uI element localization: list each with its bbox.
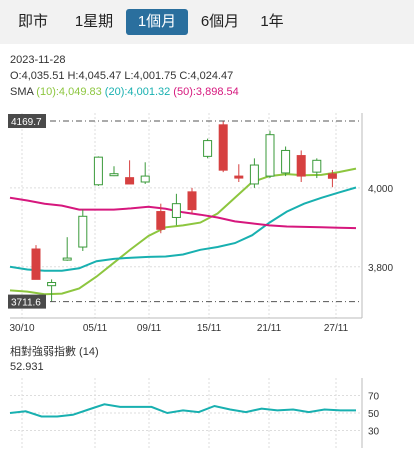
rsi-y-tick-label: 50 [368, 409, 380, 420]
candle[interactable] [62, 237, 72, 261]
candle[interactable] [249, 158, 259, 188]
candle-body [249, 164, 259, 185]
candle-body [312, 159, 322, 173]
tab-1-week[interactable]: 1星期 [74, 13, 114, 30]
x-tick-label: 09/11 [137, 323, 162, 334]
candle-body [31, 248, 41, 280]
high-marker-box [8, 114, 46, 129]
candle[interactable] [109, 166, 119, 177]
sma-label: SMA [10, 86, 34, 98]
high-marker-label: 4169.7 [11, 117, 42, 128]
info-ohlc: O:4,035.51 H:4,045.47 L:4,001.75 C:4,024… [10, 70, 234, 82]
candle-body [47, 282, 57, 287]
candle-body [171, 203, 181, 218]
info-date: 2023-11-28 [10, 54, 66, 66]
x-tick-label: 05/11 [83, 323, 108, 334]
low-marker-box [8, 294, 46, 309]
candle-body [296, 155, 306, 177]
y-tick-label: 3,800 [368, 263, 393, 274]
candle-body [62, 257, 72, 261]
candle-body [187, 191, 197, 211]
candle[interactable] [31, 245, 41, 280]
candle-body [265, 134, 275, 177]
candle[interactable] [93, 156, 103, 186]
candle[interactable] [327, 169, 337, 188]
candle[interactable] [265, 130, 275, 179]
sma50-line [9, 196, 357, 230]
rsi-value: 52.931 [10, 361, 44, 373]
sma20-value: (20):4,001.32 [104, 86, 171, 98]
tab-1-month[interactable]: 1個月 [126, 9, 188, 35]
tab-intraday[interactable]: 即市 [17, 13, 48, 30]
candle[interactable] [125, 160, 135, 185]
x-tick-label: 21/11 [257, 323, 282, 334]
rsi-y-tick-label: 30 [368, 427, 380, 438]
x-tick-label: 30/10 [9, 323, 34, 334]
info-sma: SMA (10):4,049.83 (20):4,001.32 (50):3,8… [10, 86, 239, 98]
candle[interactable] [78, 209, 88, 251]
tab-6-months[interactable]: 6個月 [200, 13, 240, 30]
candle-body [234, 175, 244, 179]
candle[interactable] [47, 279, 57, 302]
candle[interactable] [140, 162, 150, 184]
candle-body [125, 177, 135, 185]
candle-body [78, 215, 88, 248]
y-tick-label: 4,000 [368, 184, 393, 195]
candle-body [109, 173, 119, 177]
rsi-line [9, 403, 356, 418]
x-tick-label: 15/11 [197, 323, 222, 334]
sma10-value: (10):4,049.83 [36, 86, 102, 98]
candle-body [327, 173, 337, 179]
x-tick-label: 27/11 [324, 323, 349, 334]
low-marker-label: 3711.6 [11, 298, 41, 309]
sma50-value: (50):3,898.54 [173, 86, 239, 98]
candle[interactable] [187, 187, 197, 214]
candle[interactable] [156, 203, 166, 234]
candle[interactable] [203, 138, 213, 159]
timeframe-tabs: 即市 1星期 1個月 6個月 1年 [0, 0, 414, 44]
candle[interactable] [296, 150, 306, 182]
candle[interactable] [281, 146, 291, 177]
candle-body [218, 124, 228, 171]
sma20-line [9, 186, 357, 272]
rsi-y-tick-label: 70 [368, 392, 380, 403]
candle[interactable] [312, 158, 322, 179]
candle[interactable] [234, 164, 244, 182]
candle[interactable] [171, 193, 181, 226]
candle-body [156, 211, 166, 230]
candle-body [140, 175, 150, 183]
candle-body [281, 149, 291, 174]
candle-body [203, 140, 213, 157]
candle-body [93, 156, 103, 186]
tab-1-year[interactable]: 1年 [260, 13, 284, 30]
rsi-title: 相對強弱指數 (14) [10, 344, 99, 358]
candle[interactable] [218, 121, 228, 173]
